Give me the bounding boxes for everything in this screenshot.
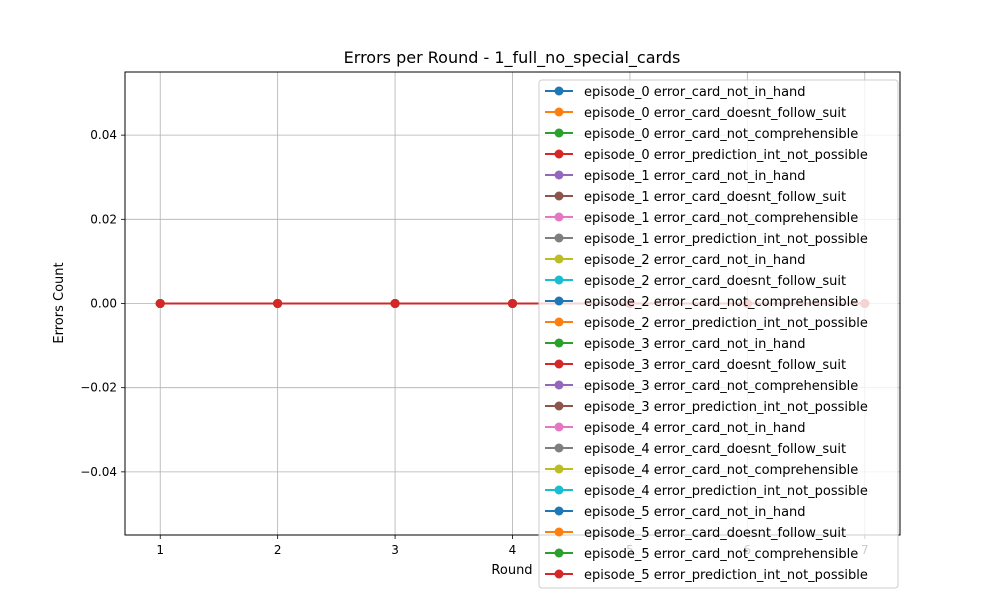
- legend-label: episode_0 error_card_not_in_hand: [584, 85, 806, 100]
- legend-item: episode_1 error_card_doesnt_follow_suit: [545, 190, 846, 205]
- legend-label: episode_0 error_prediction_int_not_possi…: [584, 148, 868, 163]
- legend-marker: [554, 86, 564, 96]
- legend-marker: [554, 107, 564, 117]
- legend-marker: [554, 338, 564, 348]
- chart-title: Errors per Round - 1_full_no_special_car…: [344, 48, 681, 68]
- legend-marker: [554, 443, 564, 453]
- legend-marker: [554, 401, 564, 411]
- legend-label: episode_5 error_card_not_comprehensible: [584, 547, 858, 562]
- legend-marker: [554, 527, 564, 537]
- legend-item: episode_4 error_prediction_int_not_possi…: [545, 484, 868, 499]
- data-point: [273, 299, 283, 308]
- legend-marker: [554, 317, 564, 327]
- legend-label: episode_1 error_card_doesnt_follow_suit: [584, 190, 846, 205]
- legend-label: episode_3 error_prediction_int_not_possi…: [584, 400, 868, 415]
- legend-label: episode_0 error_card_doesnt_follow_suit: [584, 106, 846, 121]
- legend-item: episode_4 error_card_not_in_hand: [545, 421, 806, 436]
- x-tick-label: 4: [509, 543, 517, 557]
- legend-item: episode_5 error_card_not_comprehensible: [545, 547, 858, 562]
- y-axis-ticks: −0.04 −0.02 0.00 0.02 0.04: [80, 128, 125, 479]
- legend-label: episode_2 error_card_not_in_hand: [584, 253, 806, 268]
- legend-marker: [554, 359, 564, 369]
- y-tick-label: −0.02: [80, 381, 117, 395]
- legend-item: episode_3 error_prediction_int_not_possi…: [545, 400, 868, 415]
- data-point: [155, 299, 165, 308]
- y-axis-label: Errors Count: [52, 262, 67, 343]
- legend-marker: [554, 254, 564, 264]
- legend-item: episode_0 error_card_not_in_hand: [545, 85, 806, 100]
- legend-label: episode_1 error_card_not_comprehensible: [584, 211, 858, 226]
- legend-item: episode_2 error_card_not_in_hand: [545, 253, 806, 268]
- legend-item: episode_3 error_card_not_in_hand: [545, 337, 806, 352]
- legend-item: episode_2 error_card_not_comprehensible: [545, 295, 858, 310]
- legend-marker: [554, 191, 564, 201]
- legend-marker: [554, 275, 564, 285]
- legend-label: episode_5 error_card_doesnt_follow_suit: [584, 526, 846, 541]
- legend-item: episode_5 error_card_not_in_hand: [545, 505, 806, 520]
- x-tick-label: 2: [274, 543, 282, 557]
- legend-item: episode_3 error_card_not_comprehensible: [545, 379, 858, 394]
- legend-marker: [554, 506, 564, 516]
- legend-item: episode_5 error_card_doesnt_follow_suit: [545, 526, 846, 541]
- x-tick-label: 1: [156, 543, 164, 557]
- legend-marker: [554, 128, 564, 138]
- legend-label: episode_3 error_card_not_in_hand: [584, 337, 806, 352]
- legend-label: episode_4 error_card_doesnt_follow_suit: [584, 442, 846, 457]
- y-tick-label: 0.00: [90, 297, 117, 311]
- legend: episode_0 error_card_not_in_hand episode_…: [538, 79, 899, 589]
- legend-label: episode_3 error_card_doesnt_follow_suit: [584, 358, 846, 373]
- legend-marker: [554, 212, 564, 222]
- legend-marker: [554, 422, 564, 432]
- legend-label: episode_5 error_prediction_int_not_possi…: [584, 568, 868, 583]
- legend-label: episode_5 error_card_not_in_hand: [584, 505, 806, 520]
- data-point: [390, 299, 400, 308]
- legend-label: episode_3 error_card_not_comprehensible: [584, 379, 858, 394]
- data-point: [508, 299, 517, 308]
- legend-item: episode_2 error_card_doesnt_follow_suit: [545, 274, 846, 289]
- legend-item: episode_1 error_card_not_in_hand: [545, 169, 806, 184]
- legend-item: episode_1 error_prediction_int_not_possi…: [545, 232, 868, 247]
- legend-label: episode_0 error_card_not_comprehensible: [584, 127, 858, 142]
- legend-label: episode_1 error_prediction_int_not_possi…: [584, 232, 868, 247]
- legend-item: episode_0 error_card_not_comprehensible: [545, 127, 858, 142]
- legend-marker: [554, 548, 564, 558]
- legend-label: episode_4 error_card_not_in_hand: [584, 421, 806, 436]
- legend-item: episode_2 error_prediction_int_not_possi…: [545, 316, 868, 331]
- legend-marker: [554, 464, 564, 474]
- x-axis-label: Round: [491, 563, 532, 578]
- legend-marker: [554, 569, 564, 579]
- legend-label: episode_2 error_prediction_int_not_possi…: [584, 316, 868, 331]
- legend-item: episode_3 error_card_doesnt_follow_suit: [545, 358, 846, 373]
- legend-marker: [554, 296, 564, 306]
- legend-label: episode_2 error_card_not_comprehensible: [584, 295, 858, 310]
- legend-marker: [554, 380, 564, 390]
- legend-marker: [554, 233, 564, 243]
- x-tick-label: 3: [391, 543, 399, 557]
- legend-label: episode_4 error_card_not_comprehensible: [584, 463, 858, 478]
- legend-item: episode_0 error_card_doesnt_follow_suit: [545, 106, 846, 121]
- legend-box: [538, 79, 899, 589]
- y-tick-label: −0.04: [80, 465, 117, 479]
- legend-label: episode_2 error_card_doesnt_follow_suit: [584, 274, 846, 289]
- legend-item: episode_0 error_prediction_int_not_possi…: [545, 148, 868, 163]
- legend-item: episode_4 error_card_not_comprehensible: [545, 463, 858, 478]
- y-tick-label: 0.04: [90, 128, 117, 142]
- legend-marker: [554, 170, 564, 180]
- legend-item: episode_5 error_prediction_int_not_possi…: [545, 568, 868, 583]
- legend-label: episode_1 error_card_not_in_hand: [584, 169, 806, 184]
- legend-item: episode_4 error_card_doesnt_follow_suit: [545, 442, 846, 457]
- legend-marker: [554, 485, 564, 495]
- legend-marker: [554, 149, 564, 159]
- legend-label: episode_4 error_prediction_int_not_possi…: [584, 484, 868, 499]
- legend-item: episode_1 error_card_not_comprehensible: [545, 211, 858, 226]
- y-tick-label: 0.02: [90, 212, 117, 226]
